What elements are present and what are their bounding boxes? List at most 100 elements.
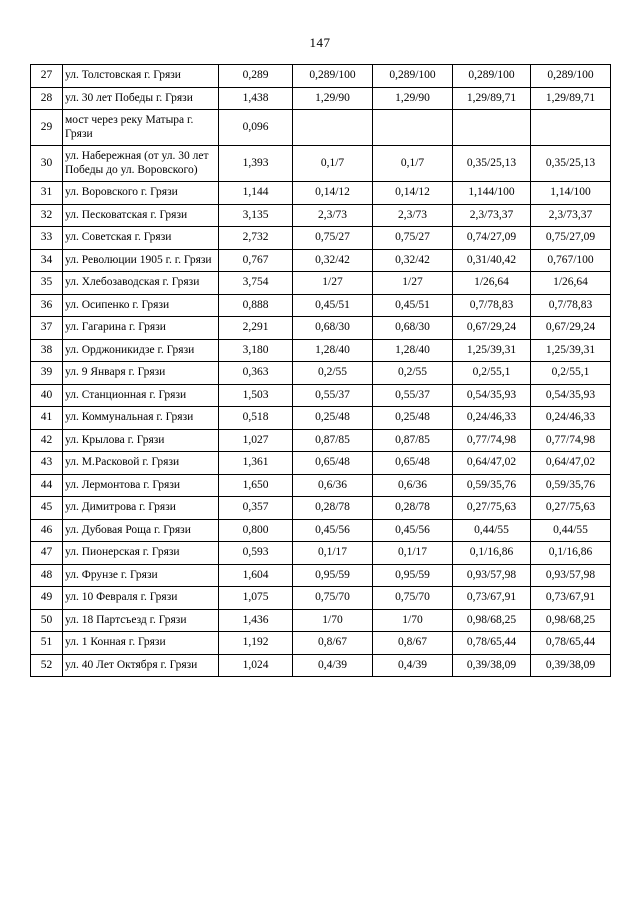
value-cell: 0,59/35,76 [452,473,531,497]
value-cell: 0,25/48 [292,406,373,430]
length-cell: 0,363 [218,361,293,385]
value-cell: 0,289/100 [372,64,453,88]
street-name-cell: ул. 18 Партсъезд г. Грязи [62,608,219,632]
table-row: 43 ул. М.Расковой г. Грязи 1,361 0,65/48 0,6… [30,451,611,475]
table-row: 45 ул. Димитрова г. Грязи 0,357 0,28/78 0,28… [30,496,611,520]
value-cell: 1,25/39,31 [530,338,611,362]
length-cell: 0,096 [218,109,293,146]
streets-table: 27 ул. Толстовская г. Грязи 0,289 0,289/100… [30,64,611,677]
street-name-cell: ул. 40 Лет Октября г. Грязи [62,653,219,677]
value-cell: 1/27 [292,271,373,295]
row-number-cell: 28 [30,86,63,110]
value-cell: 0,8/67 [372,631,453,655]
street-name-cell: ул. Димитрова г. Грязи [62,496,219,520]
length-cell: 1,192 [218,631,293,655]
value-cell: 1,29/90 [372,86,453,110]
value-cell: 0,32/42 [372,248,453,272]
street-name-cell: ул. Орджоникидзе г. Грязи [62,338,219,362]
length-cell: 2,732 [218,226,293,250]
street-name-cell: ул. Воровского г. Грязи [62,181,219,205]
length-cell: 2,291 [218,316,293,340]
value-cell: 0,7/78,83 [452,293,531,317]
row-number-cell: 33 [30,226,63,250]
table-row: 42 ул. Крылова г. Грязи 1,027 0,87/85 0,87/8… [30,428,611,452]
value-cell: 0,78/65,44 [530,631,611,655]
value-cell: 0,1/16,86 [530,541,611,565]
value-cell [372,109,453,146]
table-row: 50 ул. 18 Партсъезд г. Грязи 1,436 1/70 1/70… [30,608,611,632]
table-row: 49 ул. 10 Февраля г. Грязи 1,075 0,75/70 0,7… [30,586,611,610]
value-cell: 2,3/73,37 [530,203,611,227]
value-cell: 0,65/48 [292,451,373,475]
value-cell: 0,2/55,1 [530,361,611,385]
value-cell: 0,39/38,09 [452,653,531,677]
value-cell: 0,8/67 [292,631,373,655]
street-name-cell: ул. Набережная (от ул. 30 лет Победы до … [62,145,219,182]
value-cell: 1/27 [372,271,453,295]
table-row: 35 ул. Хлебозаводская г. Грязи 3,754 1/27 1/… [30,271,611,295]
value-cell: 0,6/36 [292,473,373,497]
value-cell: 0,75/70 [292,586,373,610]
value-cell: 0,67/29,24 [452,316,531,340]
value-cell [452,109,531,146]
street-name-cell: ул. Крылова г. Грязи [62,428,219,452]
value-cell: 1,29/90 [292,86,373,110]
street-name-cell: ул. Советская г. Грязи [62,226,219,250]
table-row: 37 ул. Гагарина г. Грязи 2,291 0,68/30 0,68/… [30,316,611,340]
table-row: 32 ул. Песковатская г. Грязи 3,135 2,3/73 2,… [30,203,611,227]
value-cell: 1,28/40 [292,338,373,362]
value-cell: 0,45/51 [372,293,453,317]
street-name-cell: ул. Гагарина г. Грязи [62,316,219,340]
value-cell: 0,64/47,02 [530,451,611,475]
value-cell: 0,1/17 [292,541,373,565]
value-cell: 0,75/27,09 [530,226,611,250]
street-name-cell: ул. Осипенко г. Грязи [62,293,219,317]
value-cell: 2,3/73,37 [452,203,531,227]
table-row: 28 ул. 30 лет Победы г. Грязи 1,438 1,29/90… [30,86,611,110]
value-cell: 0,95/59 [292,563,373,587]
length-cell: 0,518 [218,406,293,430]
table-row: 40 ул. Станционная г. Грязи 1,503 0,55/37 0,… [30,383,611,407]
value-cell: 1/70 [372,608,453,632]
value-cell: 0,289/100 [530,64,611,88]
street-name-cell: ул. Толстовская г. Грязи [62,64,219,88]
value-cell: 0,1/16,86 [452,541,531,565]
length-cell: 1,361 [218,451,293,475]
value-cell: 0,98/68,25 [530,608,611,632]
value-cell: 0,2/55 [292,361,373,385]
value-cell: 1,14/100 [530,181,611,205]
row-number-cell: 40 [30,383,63,407]
length-cell: 1,144 [218,181,293,205]
value-cell: 0,93/57,98 [530,563,611,587]
value-cell: 0,77/74,98 [530,428,611,452]
table-row: 52 ул. 40 Лет Октября г. Грязи 1,024 0,4/39… [30,653,611,677]
length-cell: 1,604 [218,563,293,587]
street-name-cell: ул. Фрунзе г. Грязи [62,563,219,587]
value-cell: 0,31/40,42 [452,248,531,272]
value-cell: 0,2/55,1 [452,361,531,385]
value-cell: 0,27/75,63 [452,496,531,520]
value-cell: 1/70 [292,608,373,632]
value-cell: 0,4/39 [372,653,453,677]
row-number-cell: 47 [30,541,63,565]
value-cell: 1,29/89,71 [530,86,611,110]
value-cell: 0,75/27 [292,226,373,250]
value-cell: 1,144/100 [452,181,531,205]
row-number-cell: 46 [30,518,63,542]
row-number-cell: 30 [30,145,63,182]
row-number-cell: 27 [30,64,63,88]
row-number-cell: 45 [30,496,63,520]
row-number-cell: 37 [30,316,63,340]
value-cell: 0,35/25,13 [530,145,611,182]
table-row: 48 ул. Фрунзе г. Грязи 1,604 0,95/59 0,95/59… [30,563,611,587]
value-cell: 0,59/35,76 [530,473,611,497]
row-number-cell: 44 [30,473,63,497]
value-cell [292,109,373,146]
value-cell: 1,25/39,31 [452,338,531,362]
length-cell: 0,888 [218,293,293,317]
length-cell: 1,393 [218,145,293,182]
street-name-cell: ул. Песковатская г. Грязи [62,203,219,227]
row-number-cell: 38 [30,338,63,362]
value-cell: 0,98/68,25 [452,608,531,632]
street-name-cell: ул. Пионерская г. Грязи [62,541,219,565]
